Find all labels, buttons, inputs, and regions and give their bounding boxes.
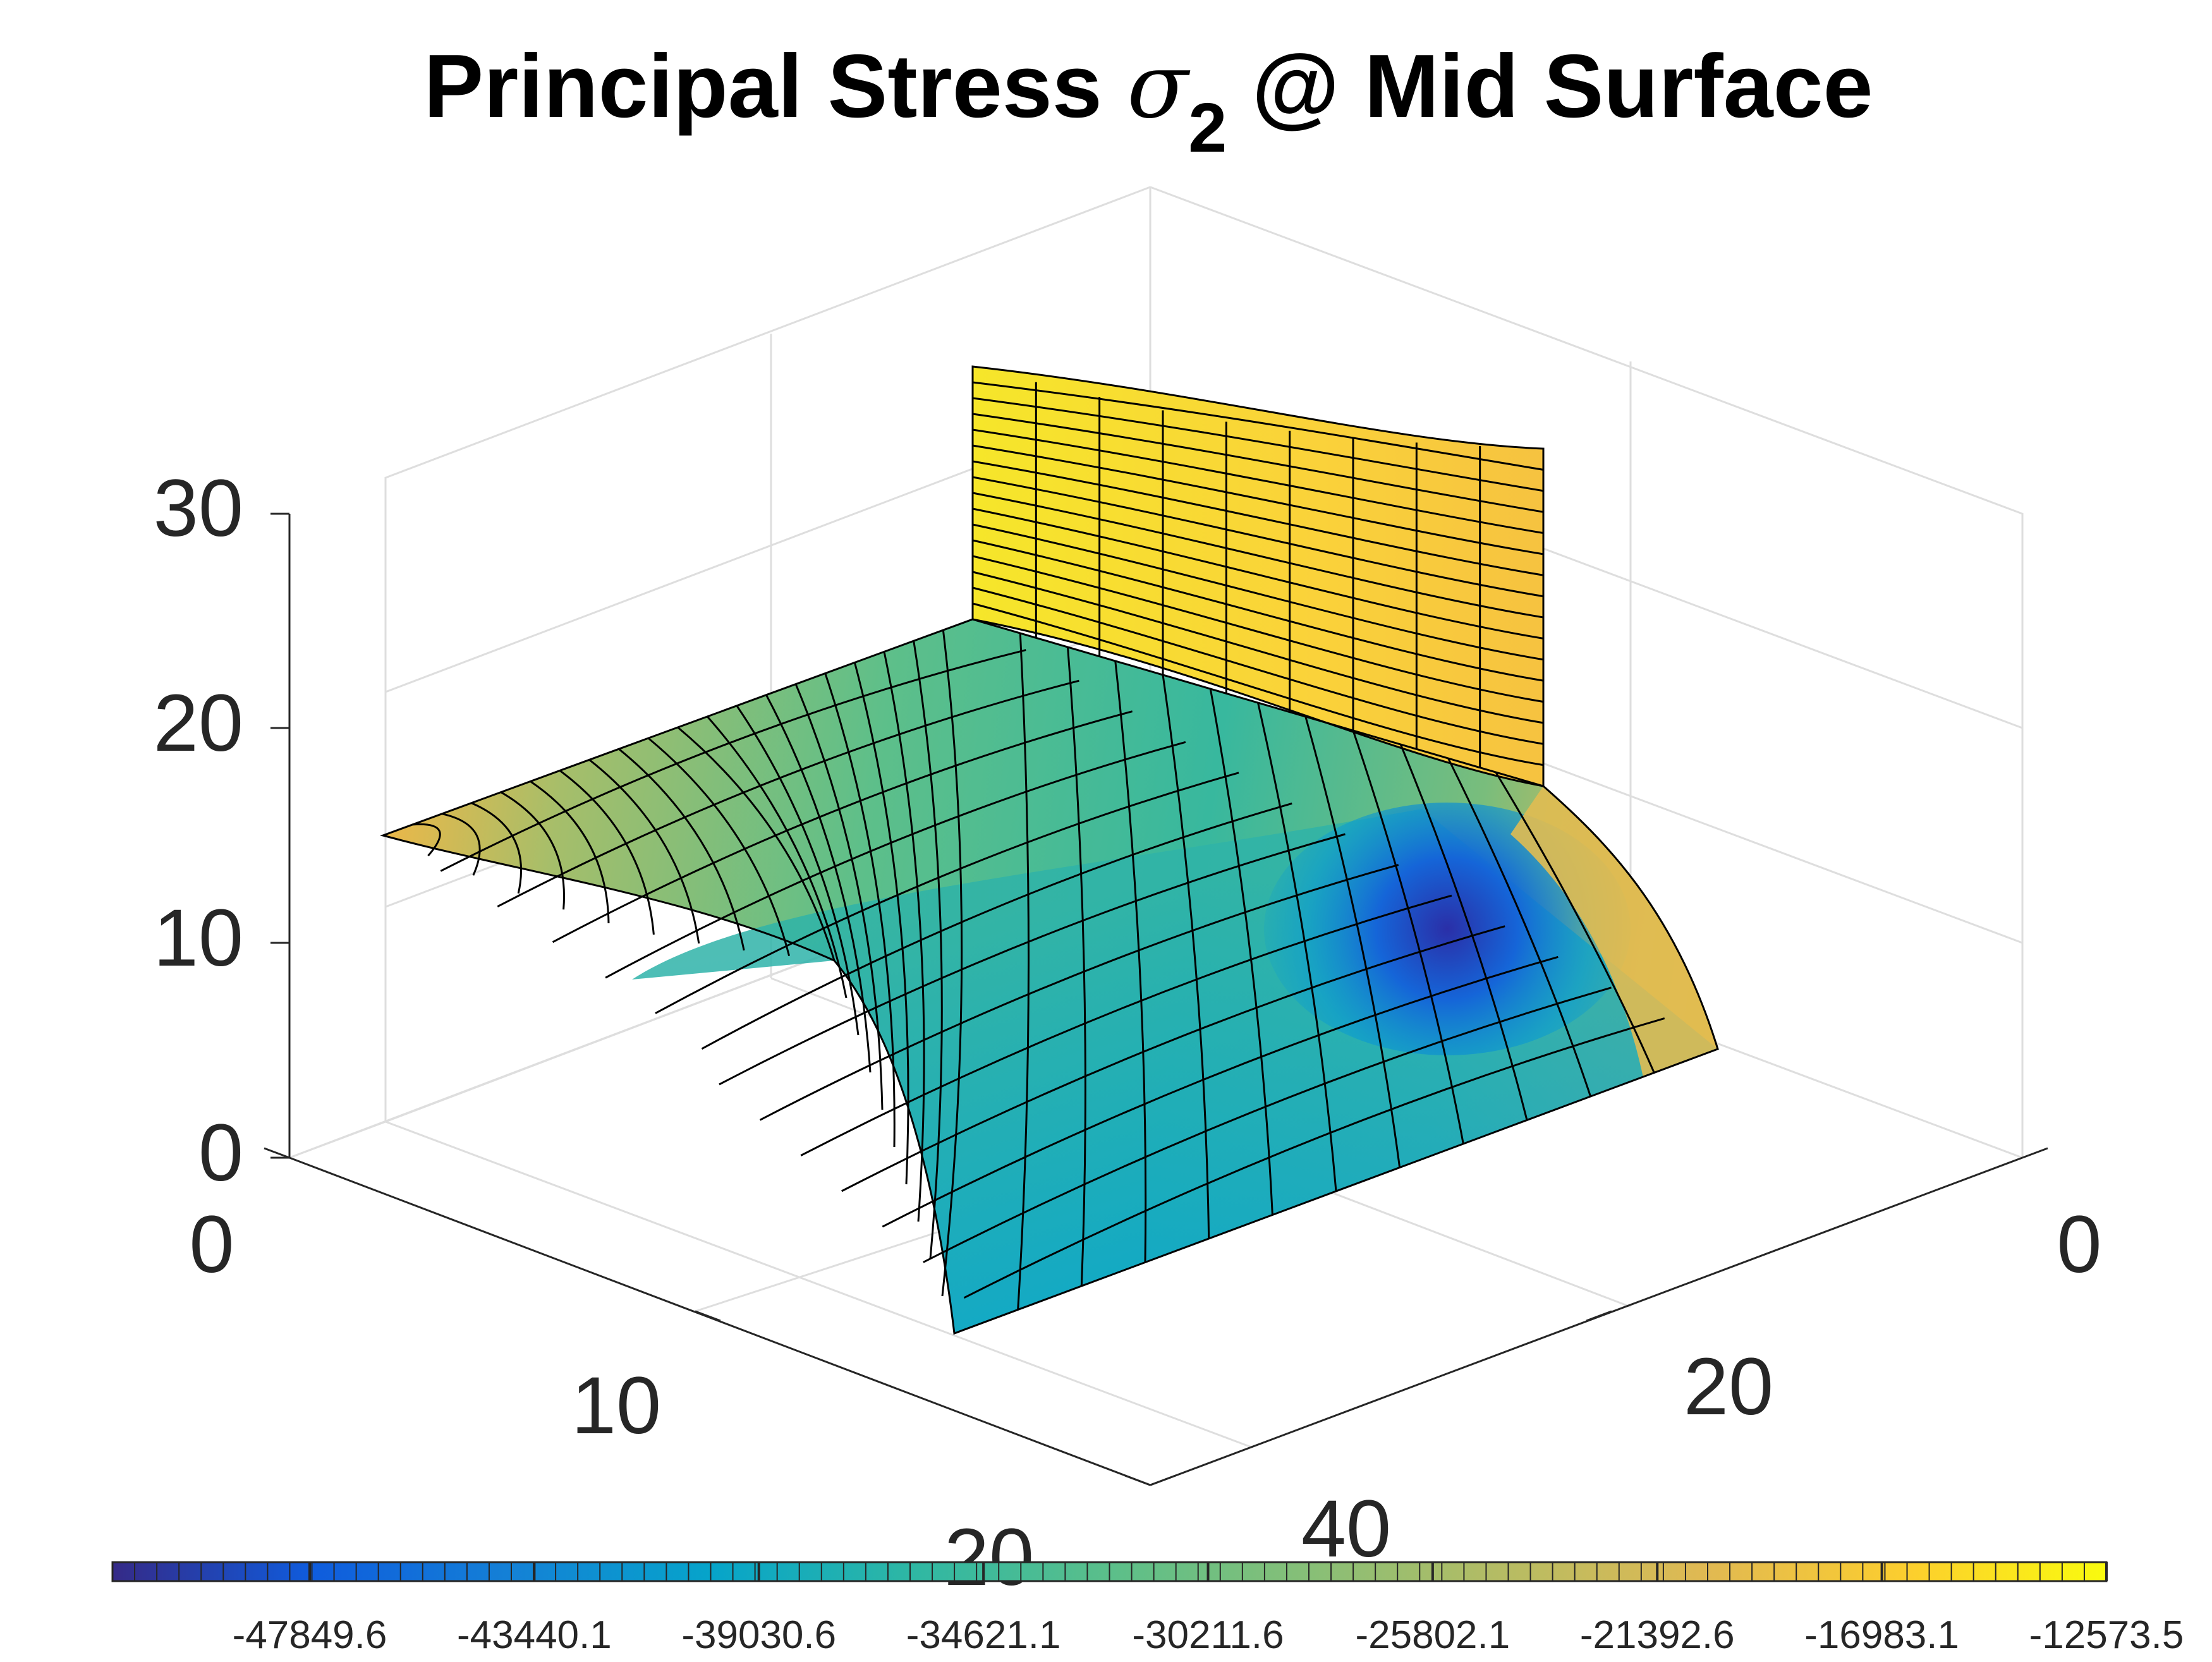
mesh-line [719,833,1346,1086]
mesh-line [618,748,745,951]
mesh-line [412,823,441,857]
x-tick-label: 0 [189,1199,234,1290]
colorbar-ticks: -47849.6 -43440.1 -39030.6 -34621.1 -30211.6… [134,1562,2184,1657]
y-tick [1150,1474,1176,1486]
mesh-line [883,651,925,1222]
mesh-line [853,662,909,1185]
y-axis-line [1150,1156,2023,1486]
chart-title: Principal Stress σ2 @ Mid Surface [423,34,1873,167]
colorbar-tick-label: -21392.6 [1580,1613,1735,1657]
mesh-line [972,586,1544,745]
mesh-line [1352,730,1464,1144]
colorbar-tick-label: -34621.1 [906,1613,1061,1657]
colorbar-tick-label: -43440.1 [457,1613,612,1657]
mesh-line [972,397,1544,492]
x-tick-label: 20 [944,1512,1034,1603]
mesh-line [794,684,884,1110]
stress-hotspot [1264,803,1631,1055]
x-tick [264,1147,290,1159]
mesh-line [1447,758,1592,1097]
mesh-line [701,802,1292,1050]
mesh-line [1162,674,1210,1239]
mesh-line [655,772,1239,1014]
mesh-line [972,555,1544,703]
mesh-line [440,649,1026,872]
mesh-line [972,523,1544,661]
colorbar-tick-label: -12573.5 [2029,1613,2184,1657]
mesh-line [972,460,1544,576]
mesh-line [1495,772,1655,1074]
mesh-line [1399,744,1528,1120]
mesh-line [441,813,481,876]
grid-line [385,1120,1252,1448]
mesh-line [497,679,1079,907]
mesh-line [1304,716,1401,1168]
mesh-line [552,710,1133,943]
mesh-line [972,476,1544,598]
colorbar-tick-label: -16983.1 [1804,1613,1959,1657]
z-tick-label: 0 [198,1108,243,1198]
y-tick-label: 0 [2057,1199,2101,1290]
mesh-line [605,741,1186,979]
mesh-line [1067,646,1086,1287]
mesh-line [1114,660,1147,1263]
sigma-symbol: σ [1127,34,1191,138]
z-tick-label: 20 [154,678,243,768]
grid-line [1150,186,2023,515]
mesh-line [588,759,700,944]
mesh-line [841,925,1505,1192]
mesh-line [824,673,896,1148]
mesh-line [923,986,1612,1263]
mesh-line [972,381,1544,471]
shell-right-edge [1510,786,1718,1077]
z-tick-label: 10 [154,893,243,983]
grid-line [385,186,1151,479]
mesh-line [972,492,1544,619]
mesh-line [707,715,848,998]
mesh-line [800,894,1452,1156]
colorbar: -47849.6 -43440.1 -39030.6 -34621.1 -30211.6… [111,1561,2184,1657]
y-tick-label: 40 [1301,1484,1391,1574]
mesh-line [972,507,1544,640]
mesh-line [972,571,1544,724]
mesh-line [471,802,522,894]
surface-mesh [380,365,1719,1335]
title-subscript: 2 [1188,89,1227,167]
mesh-line [972,413,1544,513]
axis-ticks [264,513,2048,1486]
mesh-line [736,705,860,1036]
colorbar-tick-label: -25802.1 [1355,1613,1510,1657]
y-tick-label: 20 [1684,1342,1773,1432]
stress-surface [380,365,1719,1335]
mesh-line [882,955,1559,1228]
mesh-line [500,791,565,910]
tick-labels: 0 10 20 30 0 10 20 0 20 40 [154,463,2102,1603]
x-tick [1124,1474,1151,1486]
mesh-line [963,1017,1665,1299]
mesh-outline [380,618,1719,1335]
mesh-line [1209,688,1273,1215]
mesh-line [972,428,1544,534]
flange-outline [971,365,1545,787]
colorbar-tick-label: -47849.6 [233,1613,387,1657]
mesh-line [677,726,836,961]
mesh-line [972,602,1544,767]
mesh-line [530,780,610,924]
mesh-line [941,629,963,1297]
y-tick [2022,1147,2048,1159]
y-tick [1586,1310,1612,1322]
mesh-line [759,864,1399,1121]
mesh-line [1257,702,1337,1192]
x-tick [695,1310,721,1322]
z-tick-label: 30 [154,463,243,554]
mesh-line [765,694,872,1073]
x-tick-label: 10 [571,1361,661,1451]
colorbar-tick-label: -39030.6 [681,1613,836,1657]
mesh-line [972,539,1544,682]
colorbar-tick-label: -30211.6 [1132,1613,1284,1657]
mesh-line [972,444,1544,555]
